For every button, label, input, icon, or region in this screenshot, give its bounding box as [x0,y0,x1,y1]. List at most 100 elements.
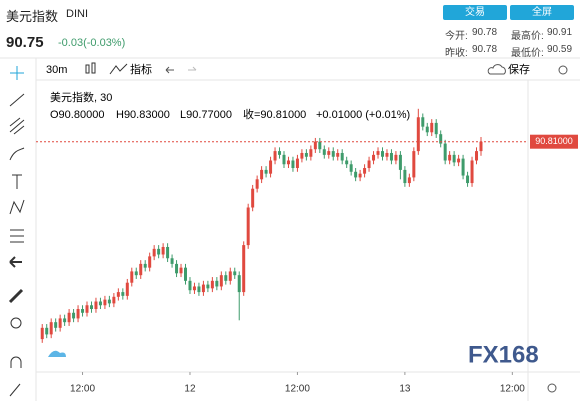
logo-icon [48,350,66,357]
stat-value: 90.59 [547,44,573,55]
legend-name: 美元指数, 30 [50,90,112,104]
candle-body [389,152,393,161]
candle-body [443,143,447,161]
x-tick-label: 12 [184,384,196,395]
candle-body [40,327,44,340]
candle-body [345,160,349,165]
redo-icon[interactable] [188,66,197,71]
candle-body [179,267,183,274]
candle-body [354,171,358,178]
candle-body [421,117,425,127]
candle-body [242,245,246,293]
candle-body [434,122,438,135]
fib-tool[interactable] [9,117,25,135]
candle-body [407,177,411,184]
candle-body [134,271,138,276]
candle-body [394,154,398,161]
candle-body [121,292,125,296]
candle-body [98,301,102,306]
text-tool[interactable] [12,174,22,189]
candle-body [228,271,232,281]
stat-label: 今开: [445,31,468,42]
candle-body [430,122,434,133]
candle-body [295,158,299,169]
candle-body [67,312,71,323]
candle-body [170,258,174,264]
candle-body [260,169,264,180]
candle-type-icon[interactable] [85,62,96,74]
candle-body [300,152,304,159]
x-tick-label: 12:00 [70,384,95,395]
stat-label: 最高价: [511,31,544,42]
brush-tool[interactable] [9,147,25,161]
candle-body [412,151,416,178]
candle-body [224,275,228,281]
trade-button[interactable]: 交易 [443,5,507,20]
candle-body [157,248,161,255]
indicator-button[interactable]: 指标 [130,62,152,76]
candle-body [116,292,120,297]
candle-body [72,312,76,319]
candle-body [318,141,322,150]
candle-body [130,271,134,283]
save-button[interactable]: 保存 [508,62,530,76]
last-price: 90.75 [6,34,44,51]
candle-body [439,134,443,144]
candle-body [461,158,465,176]
crosshair-tool[interactable] [10,66,24,80]
fullscreen-button[interactable]: 全屏 [510,5,574,20]
pattern-tool[interactable] [9,199,25,215]
price-tag [530,134,578,149]
candle-body [466,175,470,184]
watermark: FX168 [468,341,539,368]
candle-body [336,152,340,157]
price-change: -0.03(-0.03%) [58,37,126,49]
candle-body [201,284,205,293]
magnet-tool[interactable] [10,356,22,368]
lock-tool[interactable] [9,383,21,397]
price-tag-label: 90.81000 [535,136,573,146]
indicator-icon[interactable] [109,63,128,75]
settings-icon[interactable] [558,65,568,75]
candle-body [425,126,429,133]
interval-button[interactable]: 30m [46,64,67,76]
candle-body [139,263,143,276]
candle-body [349,164,353,172]
axis-settings-icon[interactable] [547,383,557,393]
candle-body [448,154,452,161]
candle-body [58,318,62,328]
candle-body [416,117,420,152]
candle-body [89,305,93,310]
candle-body [76,309,80,319]
ruler-tool[interactable] [8,288,24,304]
hide-tool[interactable] [9,256,22,268]
candle-body [251,188,255,208]
stat-label: 最低价: [511,48,544,59]
undo-icon[interactable] [165,66,174,74]
zoom-tool[interactable] [10,317,22,329]
cloud-icon[interactable] [487,64,506,75]
candle-body [206,284,210,289]
line-tool[interactable] [9,93,25,107]
candle-body [246,207,250,246]
candle-body [479,141,483,152]
legend-close: 收=90.81000 [243,107,306,121]
candle-body [112,296,116,304]
candle-body [175,263,179,274]
legend-change: +0.01000 (+0.01%) [316,109,410,121]
candle-body [313,141,317,150]
x-tick-label: 13 [399,384,411,395]
legend-open: O90.80000 [50,109,104,121]
candle-body [291,160,295,169]
candle-body [363,168,367,174]
prediction-tool[interactable] [10,229,24,243]
candle-body [403,169,407,184]
candle-body [85,305,89,313]
candle-body [372,154,376,161]
candle-body [304,152,308,157]
candle-body [81,309,85,313]
candle-body [367,160,371,169]
candle-body [45,327,49,335]
